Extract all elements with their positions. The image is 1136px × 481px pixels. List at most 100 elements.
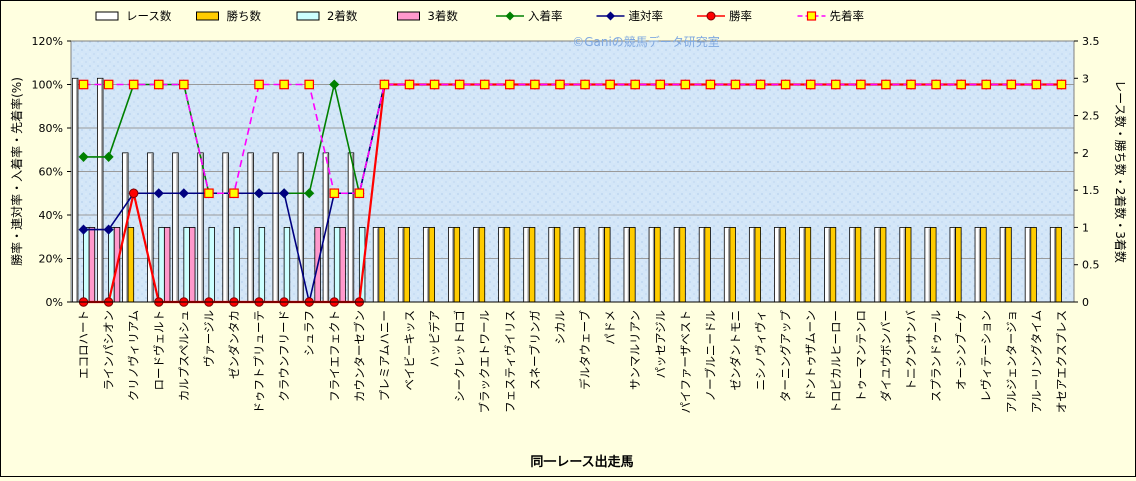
legend-item-5: 入着率: [496, 9, 563, 23]
bar-2-34: [905, 227, 912, 303]
bar-2-37: [980, 227, 987, 303]
point-4-34: [906, 79, 916, 90]
point-4-38: [1006, 79, 1017, 90]
point-4-22: [605, 79, 615, 90]
point-1-11: [329, 79, 340, 90]
point-4-23: [630, 79, 640, 90]
category-label-15: ハッピデア: [428, 310, 442, 368]
point-4-3: [128, 79, 139, 90]
bar-2-14: [403, 227, 410, 303]
legend-item-4-swatch: [397, 11, 420, 21]
bar-3-11: [333, 227, 341, 303]
legend-item-1-swatch: [95, 11, 119, 21]
point-1-2: [103, 151, 114, 162]
point-4-16: [454, 79, 465, 90]
point-2-9: [279, 188, 290, 199]
category-label-7: ゼンダンタカ: [227, 310, 241, 379]
point-4-31: [830, 79, 841, 90]
point-1-1: [78, 151, 89, 162]
point-4-20: [555, 79, 565, 90]
category-label-16: シークレットロゴ: [453, 310, 467, 402]
legend-item-4: 3着数: [397, 9, 459, 23]
category-label-38: アルジェンタージョ: [1004, 310, 1018, 413]
legend-item-2-swatch: [196, 11, 219, 21]
bar-4-5: [189, 227, 196, 303]
category-label-14: ベイビーキッス: [403, 310, 417, 391]
point-4-15: [429, 79, 440, 90]
category-label-26: ノーブルニードル: [703, 310, 717, 401]
bar-3-1: [83, 227, 90, 303]
y-tick-label-left: 100%: [32, 79, 63, 92]
point-3-3: [128, 188, 139, 198]
point-4-6: [204, 188, 214, 199]
point-4-36: [956, 79, 966, 90]
point-2-5: [178, 188, 189, 199]
category-label-27: ゼンダントモニ: [728, 310, 742, 391]
category-label-35: スプランドゥール: [929, 310, 943, 402]
point-4-10: [304, 79, 315, 90]
bar-2-40: [1055, 227, 1062, 303]
y-tick-label-left: 80%: [39, 122, 63, 135]
legend-item-6: 連対率: [596, 9, 663, 23]
bar-2-3: [127, 227, 135, 303]
bar-2-23: [629, 227, 636, 303]
point-4-30: [805, 79, 816, 90]
y-tick-label-right: 0.5: [1082, 259, 1100, 272]
bar-2-39: [1030, 227, 1037, 303]
lines-layer: [78, 79, 1067, 308]
point-4-40: [1056, 79, 1067, 90]
point-4-29: [780, 79, 791, 90]
bar-2-15: [428, 227, 435, 303]
bar-2-26: [704, 227, 711, 303]
y-tick-label-right: 1: [1082, 221, 1089, 234]
y-axis-label-left: 勝率・連対率・入着率・先着率(%): [9, 77, 24, 266]
category-label-10: シュラフ: [302, 310, 316, 356]
bar-2-36: [955, 227, 962, 303]
series-line-4: [83, 83, 1062, 195]
legend-item-3-swatch: [296, 11, 320, 21]
bar-2-28: [754, 227, 761, 303]
point-4-17: [479, 79, 490, 90]
bar-2-25: [679, 227, 686, 303]
category-label-29: ターニングアップ: [779, 310, 793, 402]
point-4-2: [103, 79, 114, 90]
category-label-33: ダイユウボンバー: [879, 310, 893, 402]
bar-2-13: [378, 227, 385, 303]
bar-2-24: [654, 227, 661, 303]
category-label-21: デルタウェーブ: [578, 310, 592, 390]
bar-2-27: [729, 227, 736, 303]
category-label-8: ドゥフトプリューテ: [252, 310, 266, 414]
legend-item-2: 勝ち数: [196, 9, 261, 23]
point-2-1: [78, 224, 89, 235]
legend-item-4-label: 3着数: [428, 9, 459, 23]
category-label-6: ヴァージル: [202, 310, 216, 367]
point-4-19: [530, 79, 540, 90]
category-label-18: フェスティヴイリス: [503, 310, 517, 413]
category-label-17: ブラックエトワール: [478, 310, 492, 414]
legend-item-1-label: レース数: [126, 9, 172, 23]
point-4-35: [931, 79, 941, 90]
category-label-2: ラインパシオン: [102, 310, 116, 391]
category-label-3: クリノヴィリアム: [127, 310, 141, 401]
bar-3-4: [158, 227, 165, 303]
point-4-5: [179, 79, 189, 90]
legend-item-8-marker: [806, 11, 817, 21]
bar-2-30: [804, 227, 812, 303]
y-tick-label-left: 0%: [46, 296, 63, 309]
point-4-28: [755, 79, 766, 90]
legend-item-3: 2着数: [296, 9, 358, 23]
category-label-24: パッセアジル: [653, 310, 667, 379]
category-label-30: ドントゥザムーン: [804, 310, 818, 401]
bar-4-4: [163, 227, 171, 303]
y-tick-label-right: 0: [1082, 296, 1089, 309]
bar-3-9: [283, 227, 291, 303]
watermark: ©Ganiの競馬データ研究室: [572, 34, 720, 49]
category-label-28: ニシノヴィヴィ: [754, 310, 768, 391]
bar-3-5: [183, 227, 190, 303]
y-axis-label-right: レース数・勝ち数・2着数・3着数: [1113, 80, 1128, 263]
bar-2-16: [453, 227, 461, 303]
bar-2-38: [1005, 227, 1012, 303]
category-label-19: スネーブリンガ: [528, 310, 542, 390]
bar-3-6: [208, 227, 215, 303]
